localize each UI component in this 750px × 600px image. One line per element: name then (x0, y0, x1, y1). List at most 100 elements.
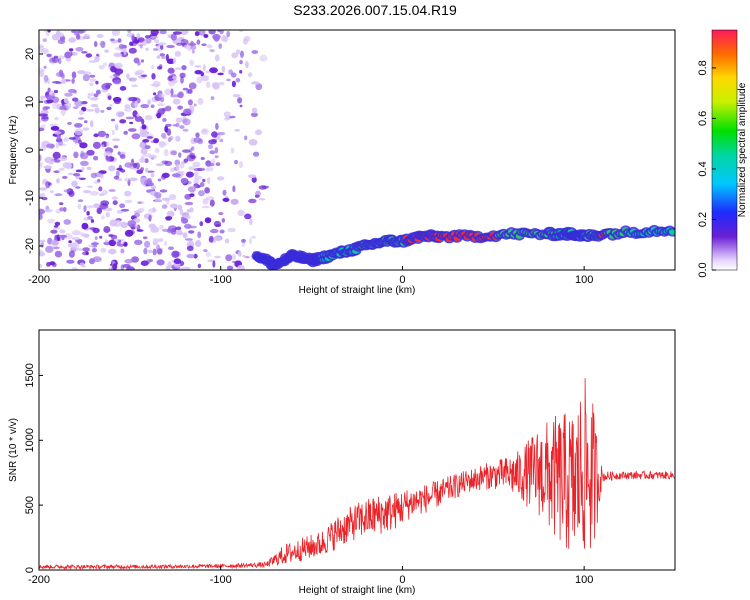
heatmap-speckle (169, 167, 175, 173)
heatmap-speckle (137, 61, 141, 66)
heatmap-speckle (133, 212, 140, 218)
heatmap-speckle (153, 138, 160, 144)
heatmap-speckle (139, 129, 149, 138)
heatmap-speckle (39, 68, 45, 73)
heatmap-speckle (121, 44, 127, 49)
heatmap-speckle (161, 197, 171, 201)
heatmap-speckle (183, 158, 189, 163)
heatmap-speckle (39, 212, 43, 221)
heatmap-speckle (230, 147, 235, 154)
heatmap-speckle (119, 154, 126, 159)
heatmap-speckle (156, 244, 161, 251)
heatmap-speckle (40, 241, 45, 248)
heatmap-speckle (164, 88, 172, 96)
heatmap-speckle (124, 190, 132, 197)
heatmap-speckle (178, 152, 182, 158)
heatmap-speckle (51, 102, 61, 110)
heatmap-speckle (94, 236, 98, 241)
heatmap-speckle (91, 248, 97, 253)
heatmap-speckle (108, 189, 116, 192)
heatmap-speckle (135, 72, 142, 76)
heatmap-speckle (224, 117, 230, 121)
heatmap-speckle (117, 151, 121, 156)
heatmap-speckle (53, 89, 59, 94)
heatmap-speckle (148, 214, 152, 222)
heatmap-speckle (119, 86, 127, 91)
heatmap-speckle (189, 45, 197, 50)
heatmap-speckle (194, 184, 198, 188)
heatmap-speckle (105, 84, 111, 89)
heatmap-y-tick-label: 0 (24, 147, 36, 153)
heatmap-speckle (130, 158, 135, 164)
heatmap-speckle (157, 178, 162, 182)
heatmap-speckle (171, 250, 180, 258)
heatmap-speckle (200, 157, 205, 160)
heatmap-speckle (242, 254, 246, 258)
heatmap-speckle (152, 48, 159, 51)
heatmap-speckle (202, 178, 206, 183)
heatmap-speckle (208, 30, 216, 35)
heatmap-speckle (209, 150, 216, 155)
snr-x-tick-label: -200 (28, 574, 50, 586)
heatmap-speckle (39, 161, 44, 168)
heatmap-speckle (204, 217, 212, 224)
heatmap-speckle (234, 129, 240, 132)
heatmap-speckle (129, 177, 138, 182)
heatmap-speckle (47, 218, 56, 224)
heatmap-speckle (106, 106, 112, 111)
heatmap-speckle (140, 104, 150, 109)
heatmap-speckle (55, 71, 65, 78)
heatmap-speckle (227, 227, 236, 233)
heatmap-speckle (158, 238, 164, 243)
heatmap-speckle (210, 228, 219, 234)
heatmap-speckle (156, 259, 165, 266)
colorbar-tick-label: 0.4 (697, 161, 709, 176)
heatmap-speckle (255, 83, 263, 91)
heatmap-speckle (59, 156, 68, 162)
heatmap-speckle (105, 207, 113, 212)
heatmap-speckle (235, 78, 241, 83)
heatmap-speckle (208, 139, 217, 145)
heatmap-speckle (68, 137, 76, 140)
heatmap-speckle (81, 51, 88, 54)
heatmap-speckle (156, 66, 162, 70)
heatmap-speckle (187, 99, 193, 106)
heatmap-speckle (72, 97, 79, 102)
heatmap-speckle (50, 240, 59, 248)
heatmap-speckle (94, 55, 100, 63)
heatmap-speckle (75, 169, 84, 173)
heatmap-speckle (199, 221, 204, 227)
heatmap-speckle (101, 144, 105, 149)
heatmap-speckle (71, 236, 80, 241)
heatmap-speckle (63, 137, 69, 142)
heatmap-speckle (182, 232, 188, 239)
heatmap-speckle (197, 97, 204, 105)
heatmap-speckle (49, 123, 58, 127)
heatmap-speckle (71, 78, 75, 84)
snr-frame (38, 329, 676, 571)
heatmap-speckle (52, 151, 61, 159)
snr-y-axis-label: SNR (10 * v/v) (8, 418, 19, 482)
heatmap-speckle (208, 235, 214, 243)
heatmap-speckle (111, 196, 118, 200)
heatmap-speckle (140, 260, 149, 267)
heatmap-speckle (131, 34, 135, 42)
heatmap-speckle (78, 177, 86, 180)
heatmap-speckle (144, 179, 153, 187)
heatmap-speckle (188, 82, 197, 90)
heatmap-speckle (122, 263, 131, 268)
heatmap-speckle (196, 76, 203, 84)
heatmap-speckle (80, 232, 85, 237)
heatmap-speckle (93, 133, 99, 138)
heatmap-speckle (39, 113, 48, 117)
heatmap-speckle (248, 139, 258, 146)
heatmap-speckle (206, 177, 211, 185)
heatmap-speckle (140, 147, 148, 155)
heatmap-speckle (217, 72, 224, 76)
heatmap-speckle (114, 62, 123, 69)
heatmap-speckle (98, 65, 105, 70)
heatmap-speckle (39, 208, 46, 215)
heatmap-speckle (108, 239, 117, 247)
heatmap-speckle (251, 235, 256, 239)
